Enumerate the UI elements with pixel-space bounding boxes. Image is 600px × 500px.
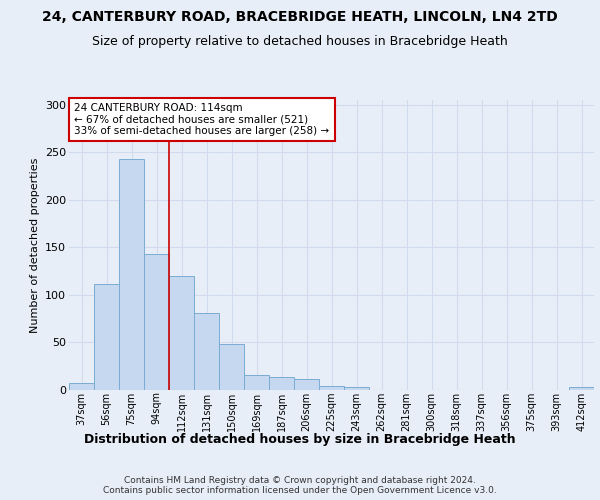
Bar	[344, 387, 369, 390]
Bar	[144, 254, 169, 390]
Bar	[269, 376, 294, 390]
Bar	[569, 387, 594, 390]
Text: 24, CANTERBURY ROAD, BRACEBRIDGE HEATH, LINCOLN, LN4 2TD: 24, CANTERBURY ROAD, BRACEBRIDGE HEATH, …	[42, 10, 558, 24]
Bar	[94, 284, 119, 390]
Bar	[244, 375, 269, 390]
Bar	[294, 378, 319, 390]
Bar	[69, 384, 94, 390]
Bar	[219, 344, 244, 390]
Bar	[319, 386, 344, 390]
Bar	[169, 276, 194, 390]
Bar	[119, 159, 144, 390]
Text: 24 CANTERBURY ROAD: 114sqm
← 67% of detached houses are smaller (521)
33% of sem: 24 CANTERBURY ROAD: 114sqm ← 67% of deta…	[74, 103, 329, 136]
Text: Distribution of detached houses by size in Bracebridge Heath: Distribution of detached houses by size …	[84, 432, 516, 446]
Bar	[194, 313, 219, 390]
Y-axis label: Number of detached properties: Number of detached properties	[29, 158, 40, 332]
Text: Size of property relative to detached houses in Bracebridge Heath: Size of property relative to detached ho…	[92, 35, 508, 48]
Text: Contains HM Land Registry data © Crown copyright and database right 2024.
Contai: Contains HM Land Registry data © Crown c…	[103, 476, 497, 495]
